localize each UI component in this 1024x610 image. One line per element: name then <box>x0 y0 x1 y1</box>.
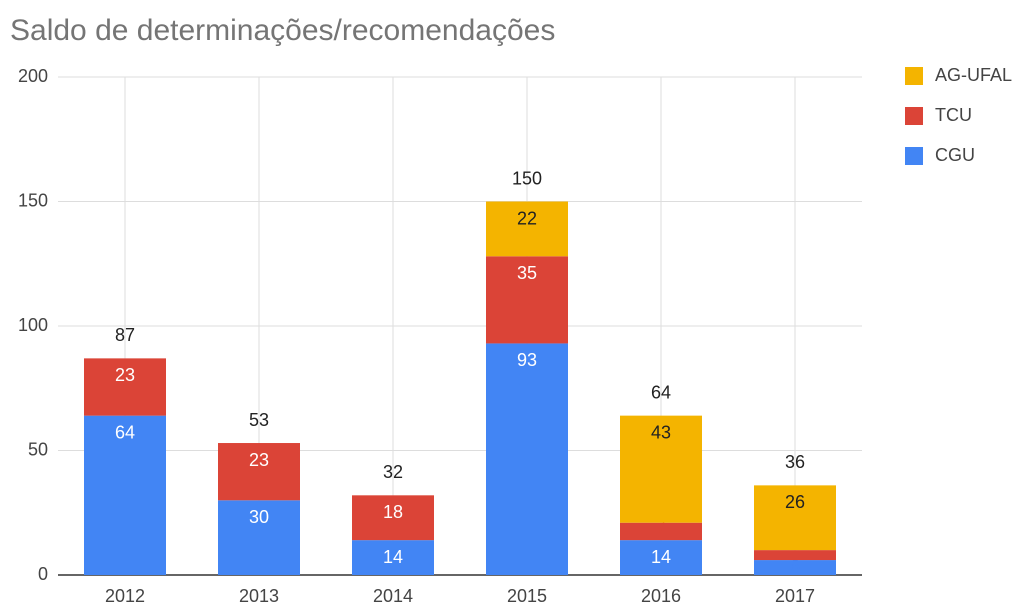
y-tick-label: 200 <box>18 66 48 86</box>
data-label: 22 <box>517 208 537 228</box>
x-tick-label: 2014 <box>373 586 413 606</box>
y-tick-label: 50 <box>28 439 48 459</box>
data-label: 30 <box>249 507 269 527</box>
data-label: 64 <box>115 422 135 442</box>
legend-swatch <box>905 147 923 165</box>
x-tick-label: 2015 <box>507 586 547 606</box>
x-tick-label: 2013 <box>239 586 279 606</box>
total-label: 150 <box>512 168 542 188</box>
data-label: 6 <box>790 556 800 576</box>
data-label: 35 <box>517 263 537 283</box>
total-label: 32 <box>383 462 403 482</box>
total-label: 36 <box>785 452 805 472</box>
bar-segment <box>218 500 300 575</box>
bar-segment <box>754 485 836 551</box>
bar-segment <box>486 201 568 257</box>
x-tick-label: 2012 <box>105 586 145 606</box>
total-label: 87 <box>115 325 135 345</box>
data-label: 93 <box>517 350 537 370</box>
y-tick-label: 150 <box>18 190 48 210</box>
data-label: 43 <box>651 422 671 442</box>
bar-segment <box>84 358 166 416</box>
total-label: 53 <box>249 410 269 430</box>
data-label: 26 <box>785 492 805 512</box>
data-label: 14 <box>651 547 671 567</box>
x-tick-label: 2016 <box>641 586 681 606</box>
x-tick-label: 2017 <box>775 586 815 606</box>
legend-label: TCU <box>935 105 972 125</box>
bar-segment <box>620 415 702 523</box>
legend-swatch <box>905 107 923 125</box>
legend-swatch <box>905 67 923 85</box>
legend-label: CGU <box>935 145 975 165</box>
legend-label: AG-UFAL <box>935 65 1012 85</box>
bar-segment <box>754 550 836 561</box>
data-label: 23 <box>249 450 269 470</box>
data-label: 7 <box>656 517 666 537</box>
bar-segment <box>486 256 568 344</box>
bar-segment <box>620 540 702 575</box>
bar-segment <box>620 522 702 541</box>
bar-segment <box>486 343 568 575</box>
bar-segment <box>352 495 434 541</box>
data-label: 23 <box>115 365 135 385</box>
y-tick-label: 100 <box>18 315 48 335</box>
bar-segment <box>218 443 300 501</box>
data-label: 14 <box>383 547 403 567</box>
bar-segment <box>352 540 434 575</box>
total-label: 64 <box>651 382 671 402</box>
data-label: 18 <box>383 502 403 522</box>
chart-title: Saldo de determinações/recomendações <box>10 14 555 47</box>
bar-segment <box>84 415 166 575</box>
y-tick-label: 0 <box>38 564 48 584</box>
bar-segment <box>754 560 836 575</box>
